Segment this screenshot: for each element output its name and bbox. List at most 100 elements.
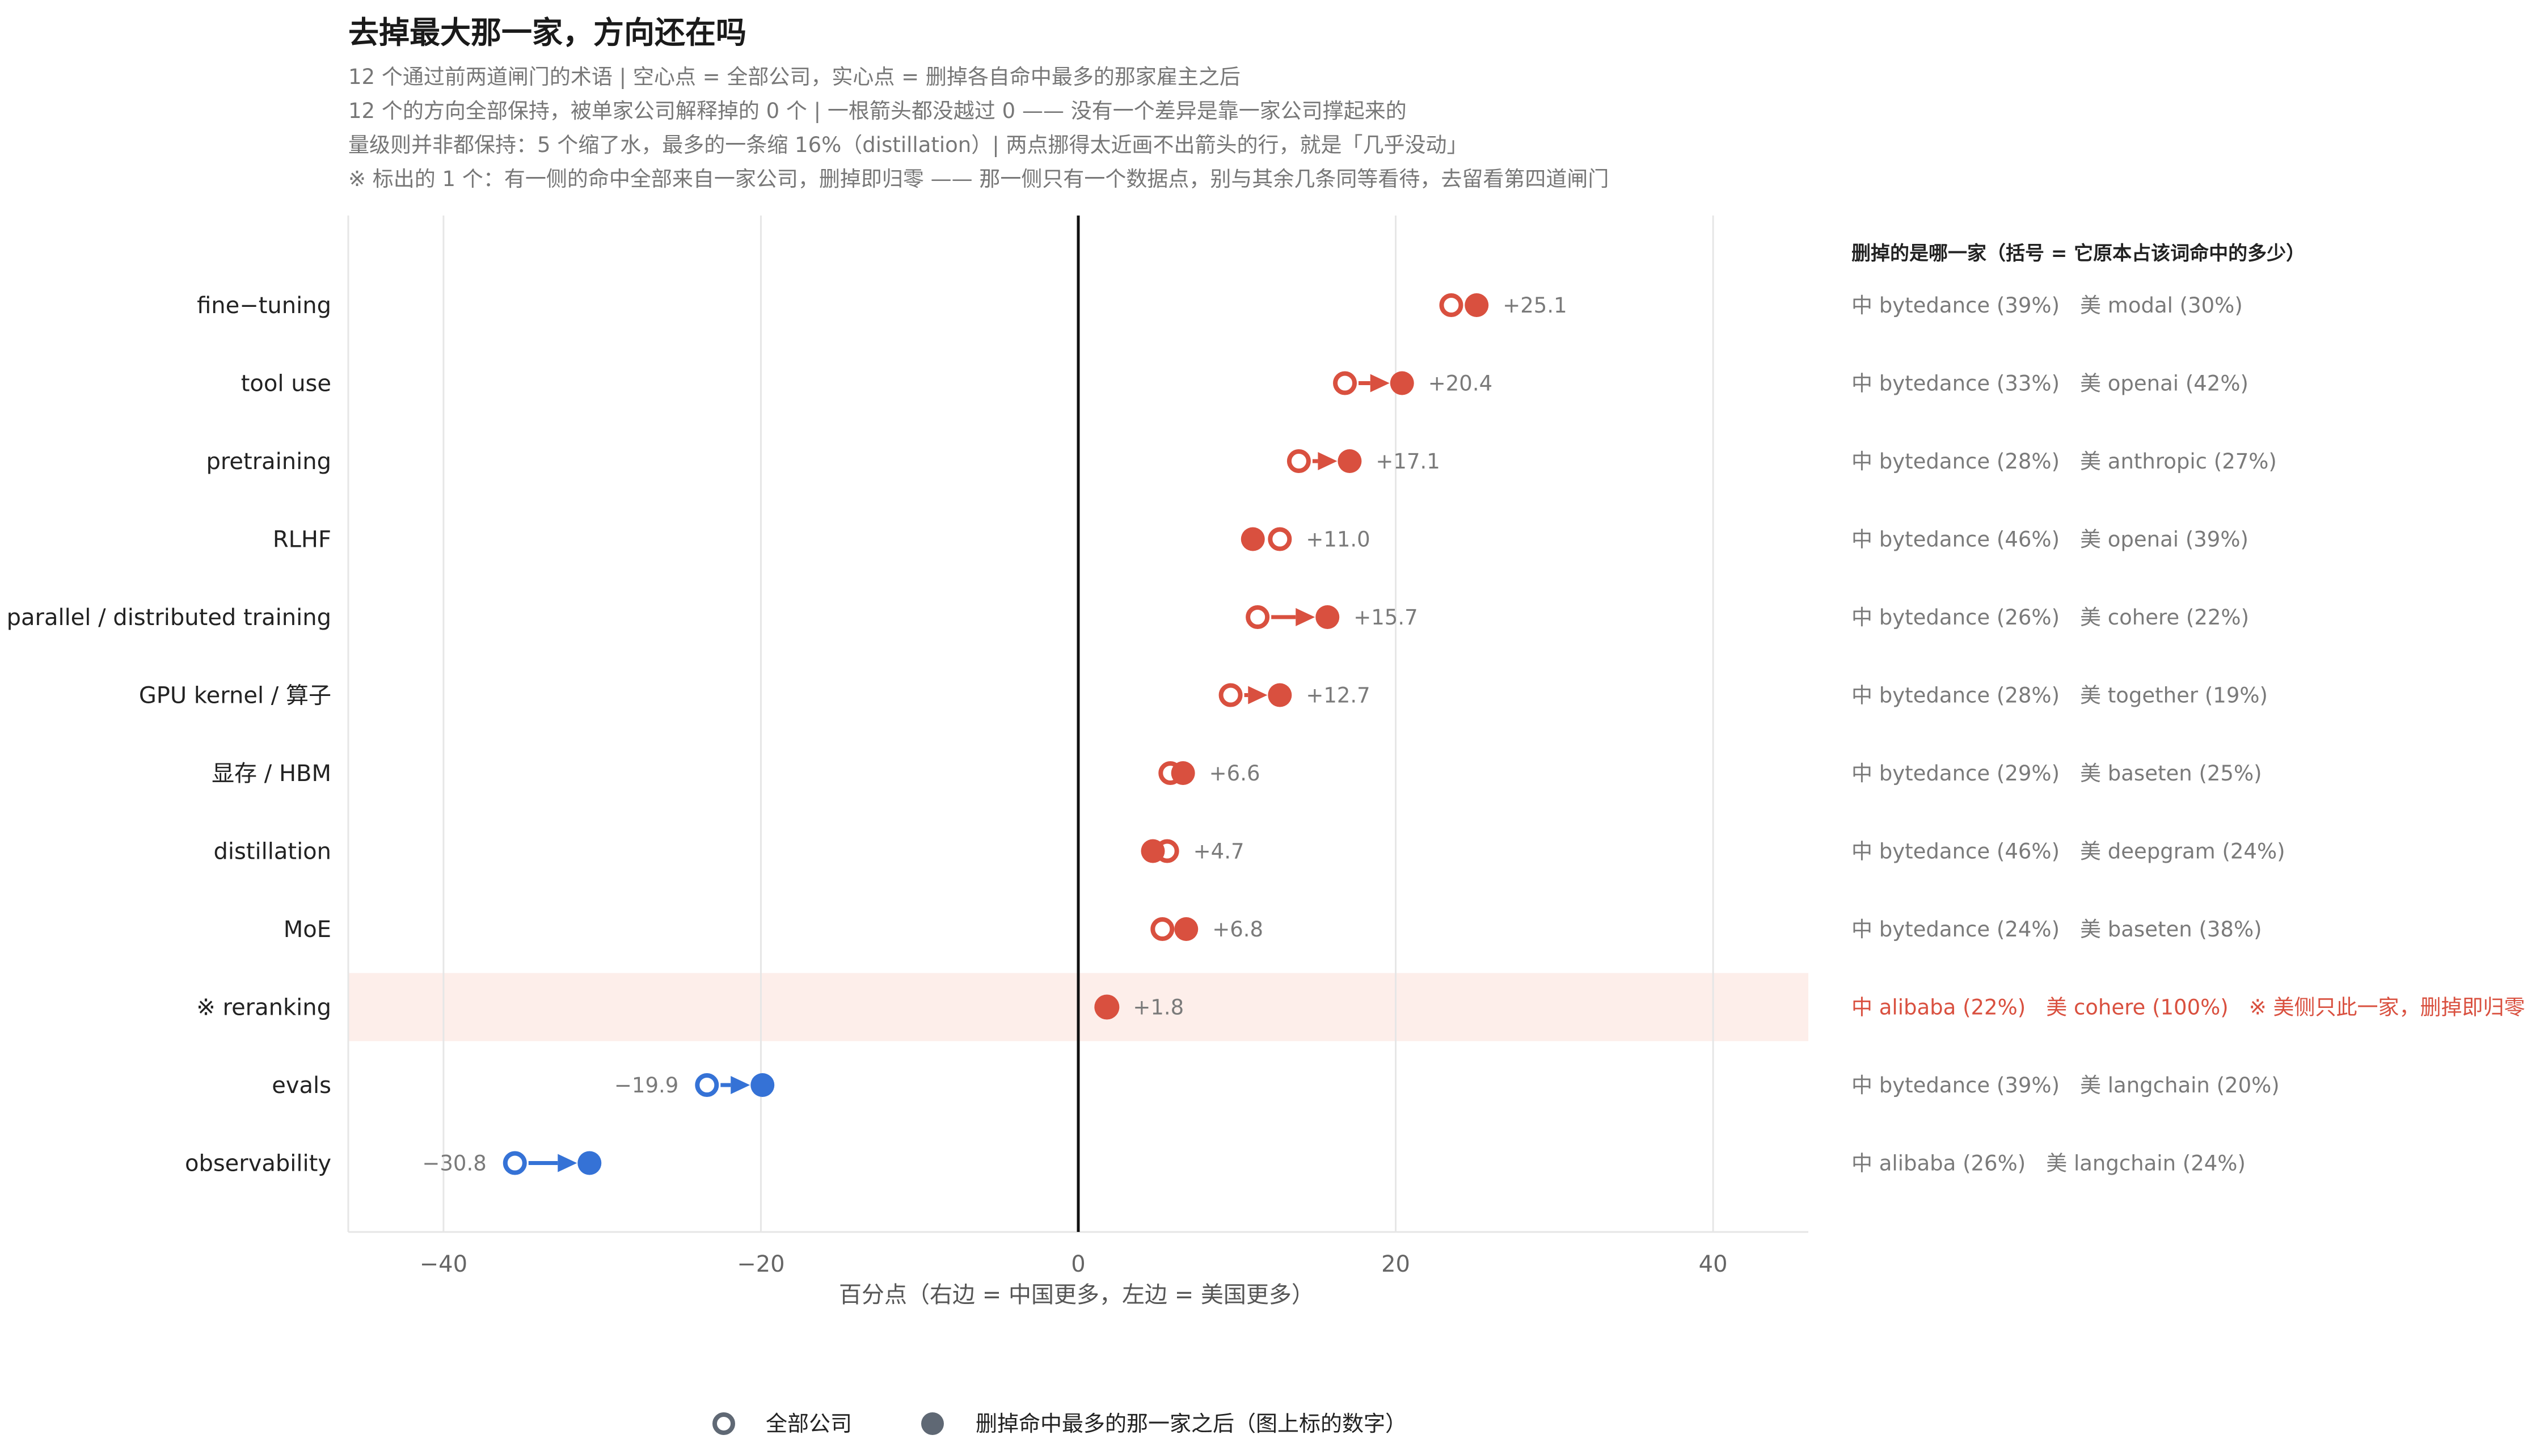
note-us: 美 modal (30%) <box>2080 293 2243 318</box>
subtitle-line: 12 个的方向全部保持，被单家公司解释掉的 0 个 | 一根箭头都没越过 0 —… <box>348 99 1407 123</box>
removed-company-note: 中 alibaba (22%) 美 cohere (100%) ※ 美侧只此一家，删… <box>1851 995 2525 1020</box>
change-arrow-head <box>1248 686 1268 704</box>
removed-company-note: 中 bytedance (28%) 美 together (19%) <box>1851 683 2268 708</box>
after-point <box>1174 917 1199 941</box>
x-tick-label: −40 <box>420 1251 467 1277</box>
change-arrow-head <box>1370 374 1390 393</box>
after-point <box>1315 605 1340 629</box>
removed-company-note: 中 bytedance (46%) 美 deepgram (24%) <box>1851 839 2285 864</box>
note-china: 中 bytedance (39%) <box>1851 1073 2060 1098</box>
note-china: 中 alibaba (26%) <box>1851 1151 2026 1176</box>
change-arrow-head <box>1318 452 1338 470</box>
removed-company-note: 中 bytedance (39%) 美 modal (30%) <box>1851 293 2243 318</box>
change-arrow-head <box>1296 608 1315 626</box>
note-china: 中 bytedance (46%) <box>1851 527 2060 552</box>
note-us: 美 baseten (38%) <box>2080 917 2262 942</box>
note-china: 中 bytedance (39%) <box>1851 293 2060 318</box>
removed-company-note: 中 bytedance (33%) 美 openai (42%) <box>1851 372 2248 396</box>
note-us: 美 cohere (100%) <box>2046 995 2229 1020</box>
all-companies-point <box>1150 917 1175 941</box>
note-china: 中 bytedance (24%) <box>1851 917 2060 942</box>
after-point <box>750 1073 775 1097</box>
after-point <box>1465 293 1489 317</box>
note-china: 中 bytedance (46%) <box>1851 839 2060 864</box>
row-label: GPU kernel / 算子 <box>139 683 331 709</box>
value-label: −19.9 <box>614 1073 678 1098</box>
note-us: 美 openai (42%) <box>2080 372 2248 396</box>
change-arrow-head <box>731 1076 750 1094</box>
x-tick-label: −20 <box>737 1251 784 1277</box>
note-us: 美 langchain (20%) <box>2080 1073 2280 1098</box>
chart-title: 去掉最大那一家，方向还在吗 <box>348 15 746 50</box>
note-china: 中 bytedance (33%) <box>1851 372 2060 396</box>
row-label: fine−tuning <box>197 293 331 319</box>
note-china: 中 bytedance (26%) <box>1851 605 2060 630</box>
subtitle-line: 量级则并非都保持：5 个缩了水，最多的一条缩 16%（distillation）… <box>348 133 1467 157</box>
after-point <box>1094 994 1120 1020</box>
note-us: 美 anthropic (27%) <box>2080 449 2277 474</box>
note-us: 美 openai (39%) <box>2080 527 2248 552</box>
removed-company-note: 中 bytedance (24%) 美 baseten (38%) <box>1851 917 2262 942</box>
after-point <box>577 1151 602 1175</box>
x-tick-label: 40 <box>1699 1251 1728 1277</box>
note-china: 中 bytedance (28%) <box>1851 449 2060 474</box>
value-label: +11.0 <box>1306 527 1370 552</box>
note-us: 美 baseten (25%) <box>2080 761 2262 786</box>
row-label: ※ reranking <box>196 995 331 1021</box>
note-us: 美 cohere (22%) <box>2080 605 2249 630</box>
after-point <box>1268 683 1292 707</box>
removed-company-note: 中 bytedance (28%) 美 anthropic (27%) <box>1851 449 2277 474</box>
legend: 全部公司 删掉命中最多的那一家之后（图上标的数字） <box>712 1411 1407 1436</box>
axes: −40 −20 0 20 40 <box>347 216 1808 1277</box>
row-label: MoE <box>284 917 331 943</box>
all-companies-point <box>1333 371 1357 395</box>
value-label: +6.6 <box>1209 761 1260 786</box>
subtitle-line: ※ 标出的 1 个：有一侧的命中全部来自一家公司，删掉即归零 —— 那一侧只有一… <box>348 167 1609 191</box>
right-notes: 中 bytedance (39%) 美 modal (30%)中 bytedanc… <box>1851 293 2525 1176</box>
note-us: 美 together (19%) <box>2080 683 2268 708</box>
note-us: 美 deepgram (24%) <box>2080 839 2285 864</box>
x-tick-label: 20 <box>1381 1251 1410 1277</box>
note-china: 中 bytedance (28%) <box>1851 683 2060 708</box>
removed-company-note: 中 bytedance (29%) 美 baseten (25%) <box>1851 761 2262 786</box>
after-point <box>1390 371 1414 395</box>
legend-hollow-marker <box>712 1412 735 1435</box>
value-label: −30.8 <box>422 1151 486 1176</box>
value-label: +1.8 <box>1133 995 1184 1020</box>
row-label: evals <box>272 1073 331 1099</box>
after-point <box>1141 839 1165 863</box>
x-axis-title: 百分点（右边 = 中国更多，左边 = 美国更多） <box>839 1282 1314 1308</box>
note-us: 美 langchain (24%) <box>2046 1151 2246 1176</box>
all-companies-point <box>1268 527 1292 551</box>
all-companies-point <box>1286 449 1311 473</box>
dumbbell-marks: +25.1 +20.4 +17.1 +11.0 +15.7 +12.7 +6.6 +4.7 +6… <box>422 293 1567 1176</box>
subtitle-line: 12 个通过前两道闸门的术语 | 空心点 = 全部公司，实心点 = 删掉各自命中… <box>348 65 1241 89</box>
row-label: RLHF <box>273 527 331 553</box>
value-label: +15.7 <box>1353 605 1418 630</box>
row-label: pretraining <box>206 449 331 475</box>
row-label: 显存 / HBM <box>212 761 331 787</box>
after-point <box>1241 527 1265 551</box>
row-label: parallel / distributed training <box>7 605 331 631</box>
x-tick-label: 0 <box>1071 1251 1085 1277</box>
note-china: 中 alibaba (22%) <box>1851 995 2026 1020</box>
row-label: distillation <box>214 839 332 865</box>
all-companies-point <box>1439 293 1463 317</box>
value-label: +6.8 <box>1212 917 1263 942</box>
value-label: +17.1 <box>1376 449 1440 474</box>
row-label: observability <box>185 1151 331 1177</box>
note-china: 中 bytedance (29%) <box>1851 761 2060 786</box>
removed-company-note: 中 alibaba (26%) 美 langchain (24%) <box>1851 1151 2246 1176</box>
removed-company-note: 中 bytedance (26%) 美 cohere (22%) <box>1851 605 2249 630</box>
removed-company-note: 中 bytedance (46%) 美 openai (39%) <box>1851 527 2248 552</box>
all-companies-point <box>695 1073 719 1097</box>
after-point <box>1171 761 1195 785</box>
all-companies-point <box>1218 683 1243 707</box>
after-point <box>1338 449 1362 473</box>
value-label: +12.7 <box>1306 683 1370 708</box>
removed-company-note: 中 bytedance (39%) 美 langchain (20%) <box>1851 1073 2280 1098</box>
note-extra: ※ 美侧只此一家，删掉即归零 <box>2249 995 2525 1020</box>
all-companies-point <box>503 1151 527 1175</box>
legend-filled-marker <box>921 1412 944 1435</box>
